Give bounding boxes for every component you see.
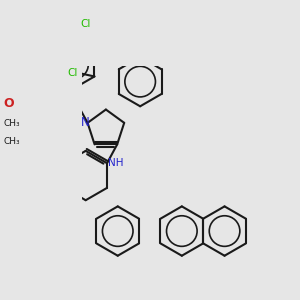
Text: Cl: Cl — [80, 19, 91, 29]
Text: O: O — [4, 97, 14, 110]
Text: Cl: Cl — [68, 68, 78, 78]
Text: NH: NH — [108, 158, 124, 168]
Text: CH₃: CH₃ — [4, 136, 20, 146]
Text: CH₃: CH₃ — [4, 119, 20, 128]
Text: N: N — [81, 116, 90, 129]
